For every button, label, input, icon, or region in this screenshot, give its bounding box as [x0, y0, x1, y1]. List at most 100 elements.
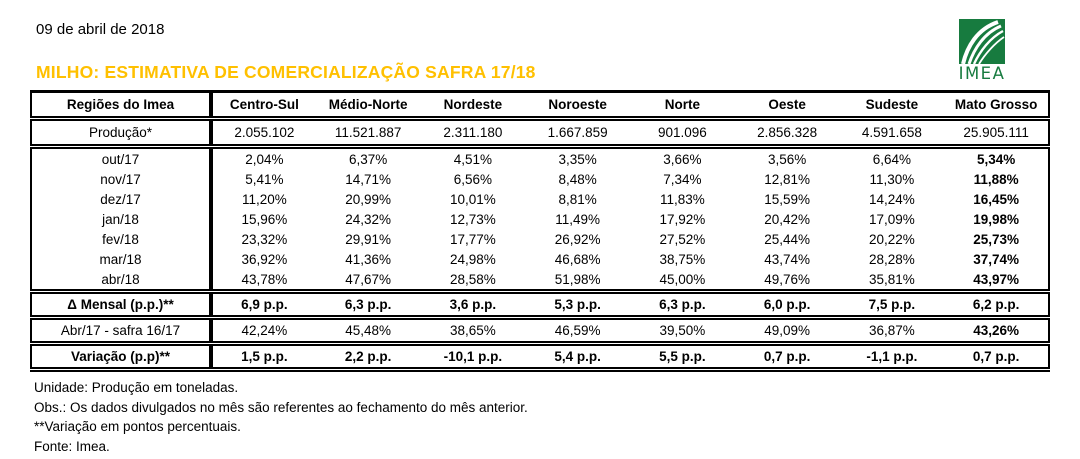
summary-row-abr17-safra-16-17: Abr/17 - safra 16/17 42,24% 45,48% 38,65…: [31, 317, 1049, 346]
table-row-dez-17: dez/17 11,20% 20,99% 10,01% 8,81% 11,83%…: [31, 189, 1049, 209]
data-cell: 25,73%: [973, 231, 1020, 247]
table-row-nov-17: nov/17 5,41% 14,71% 6,56% 8,48% 7,34% 12…: [31, 169, 1049, 189]
data-cell: 5,3 p.p.: [525, 289, 630, 320]
data-cell: 43,74%: [764, 251, 811, 267]
data-cell: 45,00%: [659, 271, 706, 287]
data-cell: 43,97%: [973, 271, 1020, 287]
row-label-jan-18: jan/18: [31, 209, 213, 229]
data-cell: 20,22%: [868, 231, 915, 247]
table-row-jan-18: jan/18 15,96% 24,32% 12,73% 11,49% 17,92…: [31, 209, 1049, 229]
data-cell: 37,74%: [973, 251, 1020, 267]
data-cell: 36,92%: [241, 251, 288, 267]
data-cell: 24,98%: [449, 251, 496, 267]
data-cell: 15,59%: [764, 191, 811, 207]
data-cell: 46,68%: [554, 251, 601, 267]
data-cell: 8,81%: [558, 191, 597, 207]
data-cell: 6,2 p.p.: [944, 289, 1049, 320]
row-label-dez-17: dez/17: [31, 189, 213, 209]
imea-logo: IMEA: [950, 18, 1014, 87]
imea-logo-mark: IMEA: [959, 19, 1005, 83]
header-row: Regiões do Imea Centro-Sul Médio-Norte N…: [31, 91, 1049, 121]
data-cell: 11.521.887: [315, 118, 421, 149]
row-label-abr17-safra: Abr/17 - safra 16/17: [31, 317, 213, 346]
data-cell: 1.667.859: [525, 118, 630, 149]
row-label-abr-18: abr/18: [31, 269, 213, 292]
data-cell: 11,20%: [241, 191, 287, 207]
data-cell: 1,5 p.p.: [211, 343, 316, 372]
data-cell: 45,48%: [315, 317, 421, 346]
data-cell: 3,56%: [767, 151, 807, 167]
table-row-out-17: out/17 2,04% 6,37% 4,51% 3,35% 3,66% 3,5…: [31, 146, 1049, 169]
data-cell: 20,42%: [764, 211, 811, 227]
data-cell: 12,81%: [764, 171, 811, 187]
row-label-fev-18: fev/18: [31, 229, 213, 249]
data-cell: 20,99%: [345, 191, 392, 207]
data-cell: 0,7 p.p.: [944, 343, 1049, 372]
data-cell: 10,01%: [449, 191, 496, 207]
data-cell: -10,1 p.p.: [420, 343, 526, 372]
row-label-variacao: Variação (p.p)**: [31, 343, 213, 372]
data-cell: 38,75%: [659, 251, 706, 267]
data-cell: 25.905.111: [944, 118, 1049, 149]
table-row-mar-18: mar/18 36,92% 41,36% 24,98% 46,68% 38,75…: [31, 249, 1049, 269]
data-cell: 17,92%: [659, 211, 706, 227]
column-header-centro-sul: Centro-Sul: [211, 91, 316, 121]
data-cell: 6,3 p.p.: [630, 289, 735, 320]
data-cell: 41,36%: [345, 251, 392, 267]
data-cell: 2,04%: [245, 151, 284, 167]
data-cell: 6,0 p.p.: [734, 289, 840, 320]
data-cell: 6,3 p.p.: [315, 289, 421, 320]
table-row-abr-18: abr/18 43,78% 47,67% 28,58% 51,98% 45,00…: [31, 269, 1049, 292]
data-cell: 6,9 p.p.: [211, 289, 316, 320]
data-cell: 11,49%: [555, 211, 601, 227]
data-cell: 5,4 p.p.: [525, 343, 630, 372]
data-cell: 2.055.102: [211, 118, 316, 149]
data-cell: 3,66%: [663, 151, 702, 167]
data-cell: 4.591.658: [839, 118, 945, 149]
report-date: 09 de abril de 2018: [36, 21, 165, 38]
column-header-noroeste: Noroeste: [525, 91, 630, 121]
data-cell: 6,37%: [348, 151, 388, 167]
footnote-source: Fonte: Imea.: [34, 438, 110, 454]
column-header-oeste: Oeste: [734, 91, 840, 121]
data-cell: 23,32%: [241, 231, 288, 247]
data-cell: 16,45%: [973, 191, 1020, 207]
column-header-medio-norte: Médio-Norte: [315, 91, 421, 121]
data-cell: 42,24%: [211, 317, 316, 346]
column-header-regioes: Regiões do Imea: [31, 91, 213, 121]
report-title: MILHO: ESTIMATIVA DE COMERCIALIZAÇÃO SAF…: [36, 62, 536, 82]
data-cell: 901.096: [630, 118, 735, 149]
data-cell: 27,52%: [659, 231, 706, 247]
data-cell: 6,56%: [453, 171, 493, 187]
row-label-mar-18: mar/18: [31, 249, 213, 269]
data-cell: 43,26%: [944, 317, 1049, 346]
data-cell: 11,88%: [973, 171, 1019, 187]
footnote-obs: Obs.: Os dados divulgados no mês são ref…: [34, 399, 528, 415]
data-cell: 2.856.328: [734, 118, 840, 149]
column-header-norte: Norte: [630, 91, 735, 121]
data-cell: 28,58%: [449, 271, 496, 287]
data-cell: 14,24%: [868, 191, 915, 207]
data-cell: 46,59%: [525, 317, 630, 346]
data-cell: 7,34%: [663, 171, 702, 187]
footnote-unit: Unidade: Produção em toneladas.: [34, 380, 239, 395]
data-cell: 2.311.180: [420, 118, 526, 149]
summary-row-delta-mensal: Δ Mensal (p.p.)** 6,9 p.p. 6,3 p.p. 3,6 …: [31, 289, 1049, 320]
data-cell: -1,1 p.p.: [839, 343, 945, 372]
data-cell: 8,48%: [558, 171, 597, 187]
footnote-variation: **Variação em pontos percentuais.: [34, 419, 241, 434]
data-cell: 17,09%: [868, 211, 915, 227]
data-cell: 47,67%: [345, 271, 392, 287]
data-cell: 36,87%: [839, 317, 945, 346]
data-cell: 19,98%: [973, 211, 1020, 227]
column-header-nordeste: Nordeste: [420, 91, 526, 121]
data-cell: 2,2 p.p.: [315, 343, 421, 372]
data-cell: 5,41%: [245, 171, 284, 187]
data-cell: 14,71%: [345, 171, 392, 187]
data-cell: 11,83%: [659, 191, 705, 207]
data-cell: 3,6 p.p.: [420, 289, 526, 320]
row-label-nov-17: nov/17: [31, 169, 213, 189]
row-label-out-17: out/17: [31, 146, 213, 169]
production-row: Produção* 2.055.102 11.521.887 2.311.180…: [31, 118, 1049, 149]
data-cell: 3,35%: [558, 151, 597, 167]
